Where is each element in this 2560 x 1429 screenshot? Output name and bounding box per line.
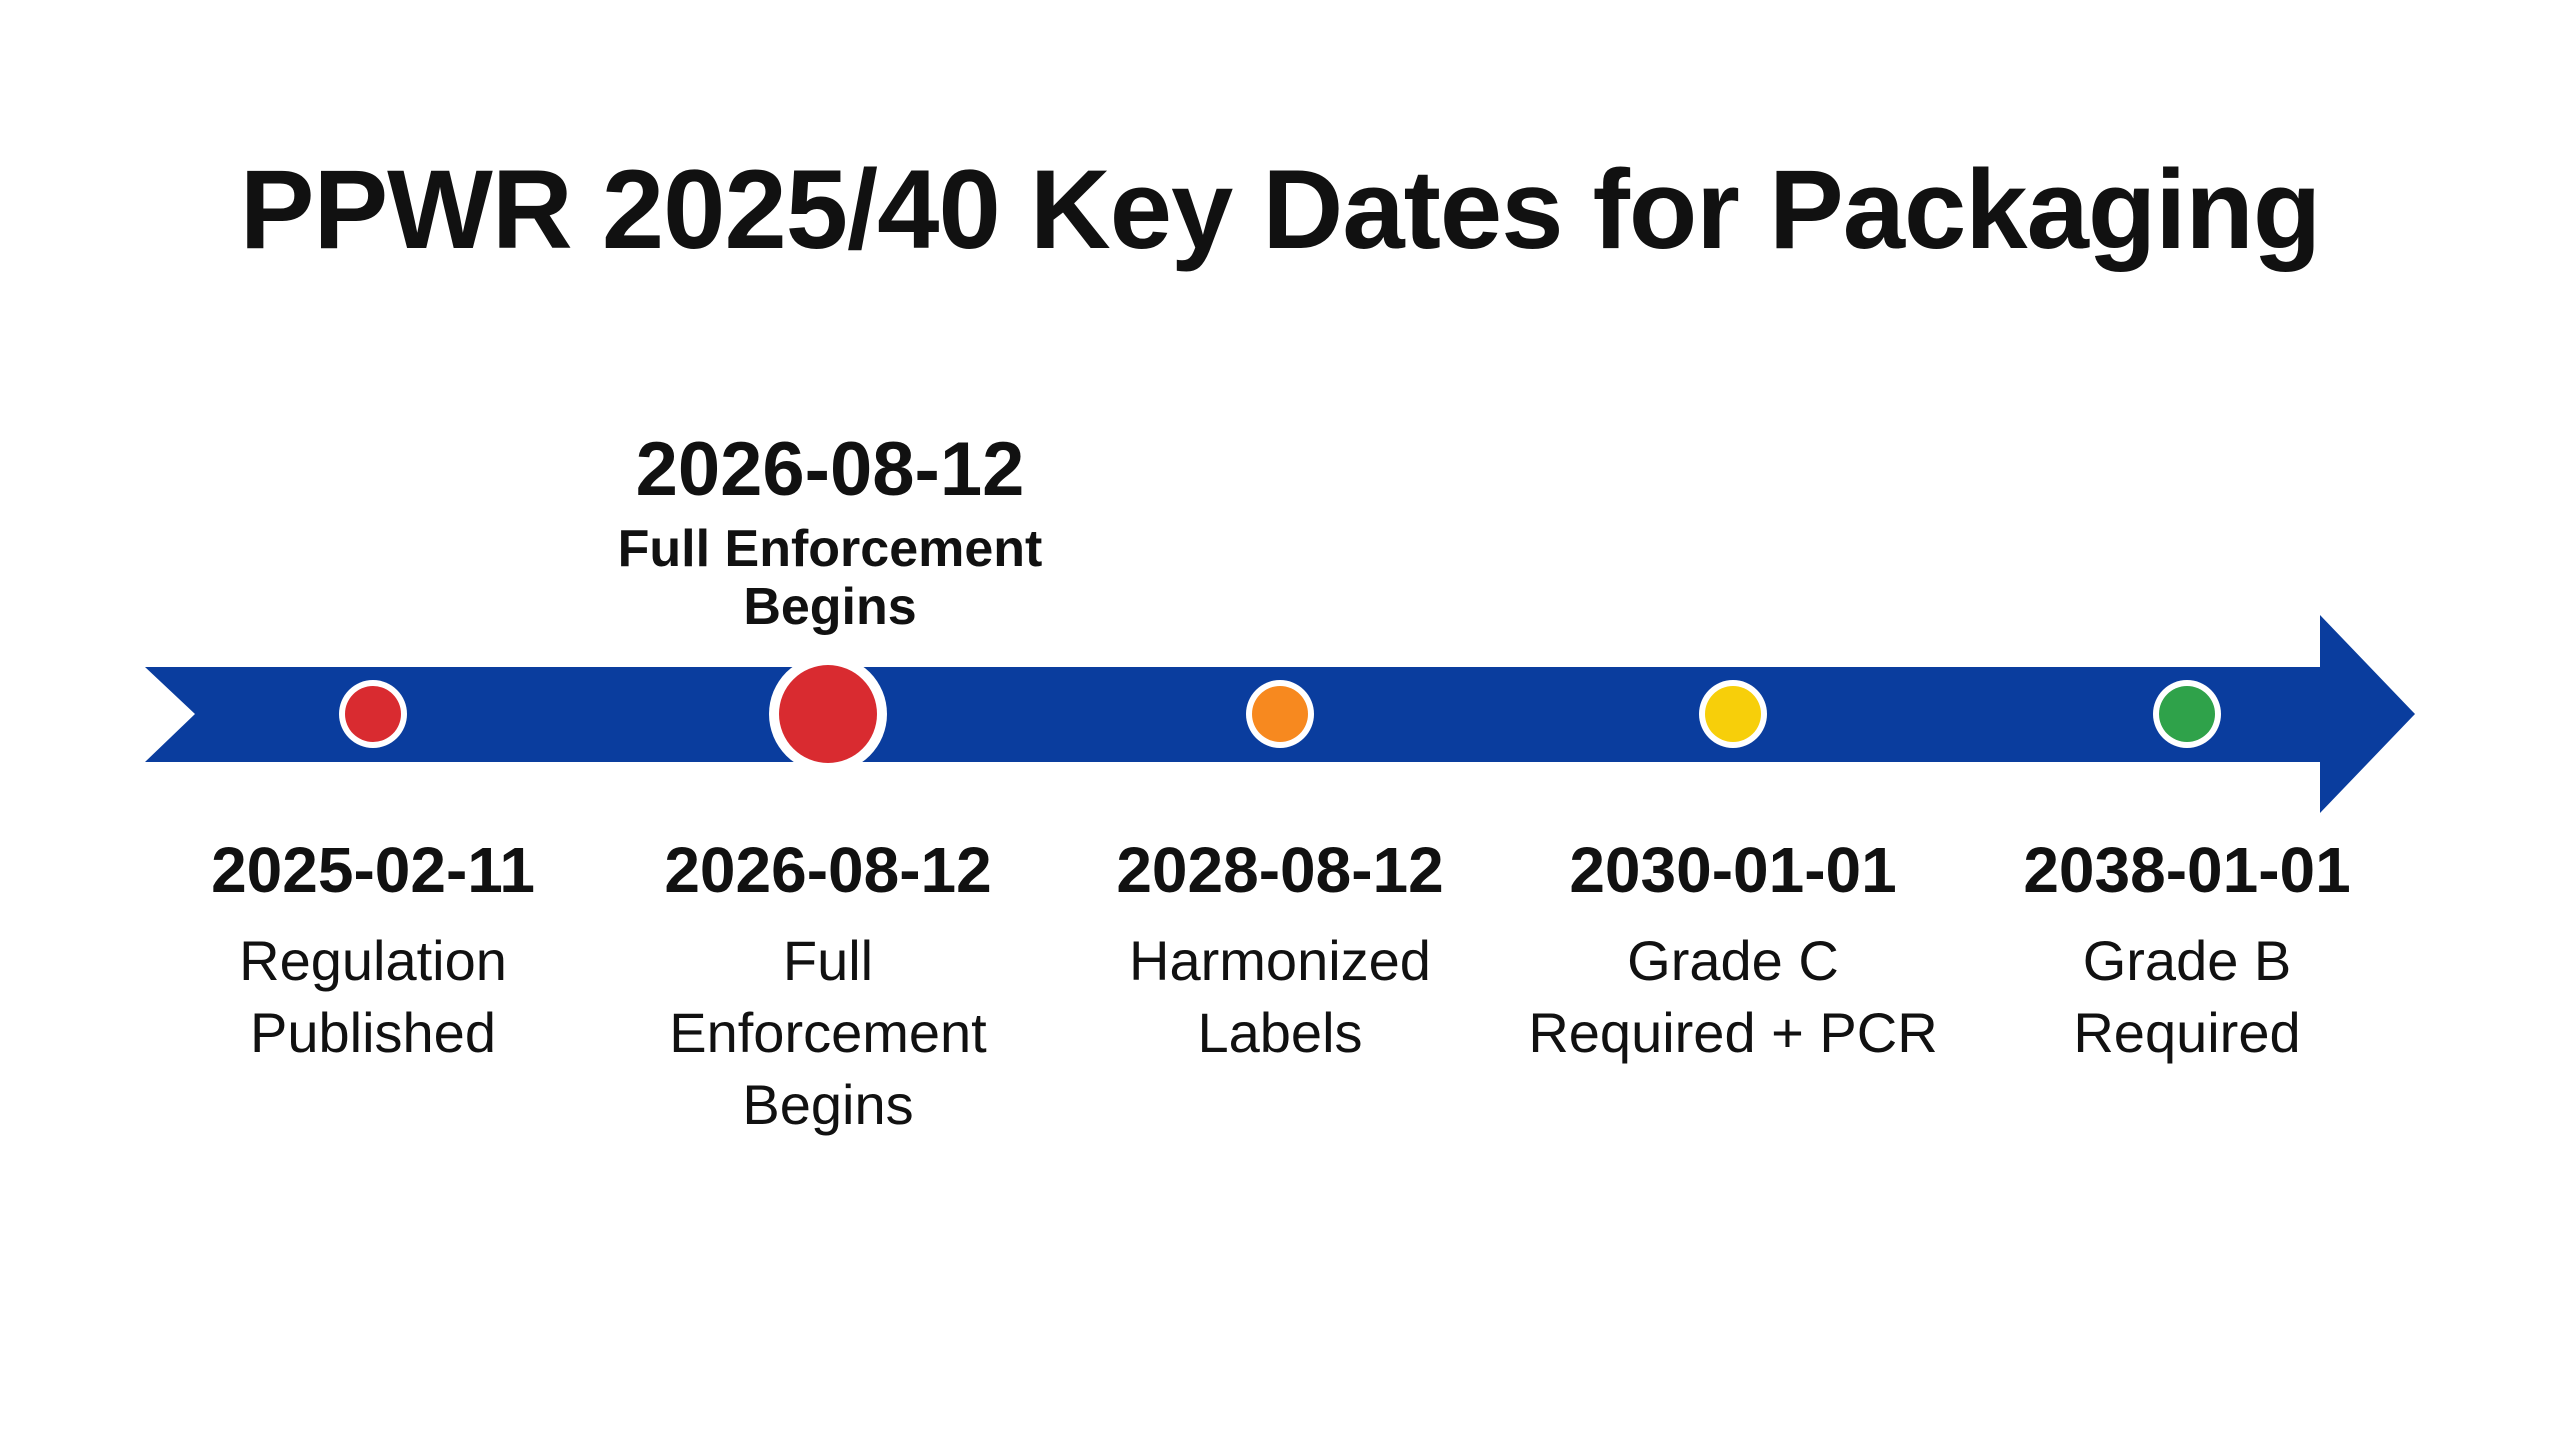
- milestone-marker-2026-08-12: [779, 665, 877, 763]
- milestone-label-line: Enforcement: [669, 1001, 987, 1064]
- highlight-date: 2026-08-12: [635, 427, 1025, 512]
- milestone-date: 2026-08-12: [664, 834, 992, 906]
- milestone-label-line: Begins: [742, 1073, 914, 1136]
- milestone-2025-02-11: 2025-02-11 Regulation Published: [143, 825, 603, 1069]
- milestone-marker-2025-02-11: [345, 686, 401, 742]
- timeline-arrow-graphic: [145, 615, 2415, 813]
- milestone-date: 2038-01-01: [2023, 834, 2351, 906]
- highlight-callout: 2026-08-12 Full Enforcement Begins: [560, 420, 1100, 636]
- page-title: PPWR 2025/40 Key Dates for Packaging: [239, 147, 2321, 272]
- milestone-2028-08-12: 2028-08-12 Harmonized Labels: [1050, 825, 1510, 1069]
- milestone-label-line: Harmonized: [1129, 929, 1431, 992]
- milestone-label-line: Grade B: [2082, 929, 2292, 992]
- milestone-2038-01-01: 2038-01-01 Grade B Required: [1957, 825, 2417, 1069]
- milestone-label-line: Required: [2073, 1001, 2301, 1064]
- milestone-2030-01-01: 2030-01-01 Grade C Required + PCR: [1503, 825, 1963, 1069]
- milestone-marker-2030-01-01: [1705, 686, 1761, 742]
- milestone-label-line: Published: [250, 1001, 496, 1064]
- milestone-label-line: Labels: [1197, 1001, 1363, 1064]
- milestone-2026-08-12: 2026-08-12 Full Enforcement Begins: [598, 825, 1058, 1141]
- milestone-date: 2025-02-11: [211, 834, 535, 906]
- highlight-label-line2: Begins: [743, 578, 917, 636]
- milestone-label-line: Grade C: [1627, 929, 1839, 992]
- milestone-date: 2028-08-12: [1116, 834, 1444, 906]
- milestone-label-line: Required + PCR: [1528, 1001, 1938, 1064]
- milestone-marker-2028-08-12: [1252, 686, 1308, 742]
- milestone-marker-2038-01-01: [2159, 686, 2215, 742]
- timeline: [0, 600, 2560, 840]
- milestone-date: 2030-01-01: [1569, 834, 1897, 906]
- milestone-label-line: Full: [782, 929, 874, 992]
- milestone-label-line: Regulation: [239, 929, 507, 992]
- timeline-markers: [339, 655, 2221, 773]
- highlight-label-line1: Full Enforcement: [617, 520, 1043, 578]
